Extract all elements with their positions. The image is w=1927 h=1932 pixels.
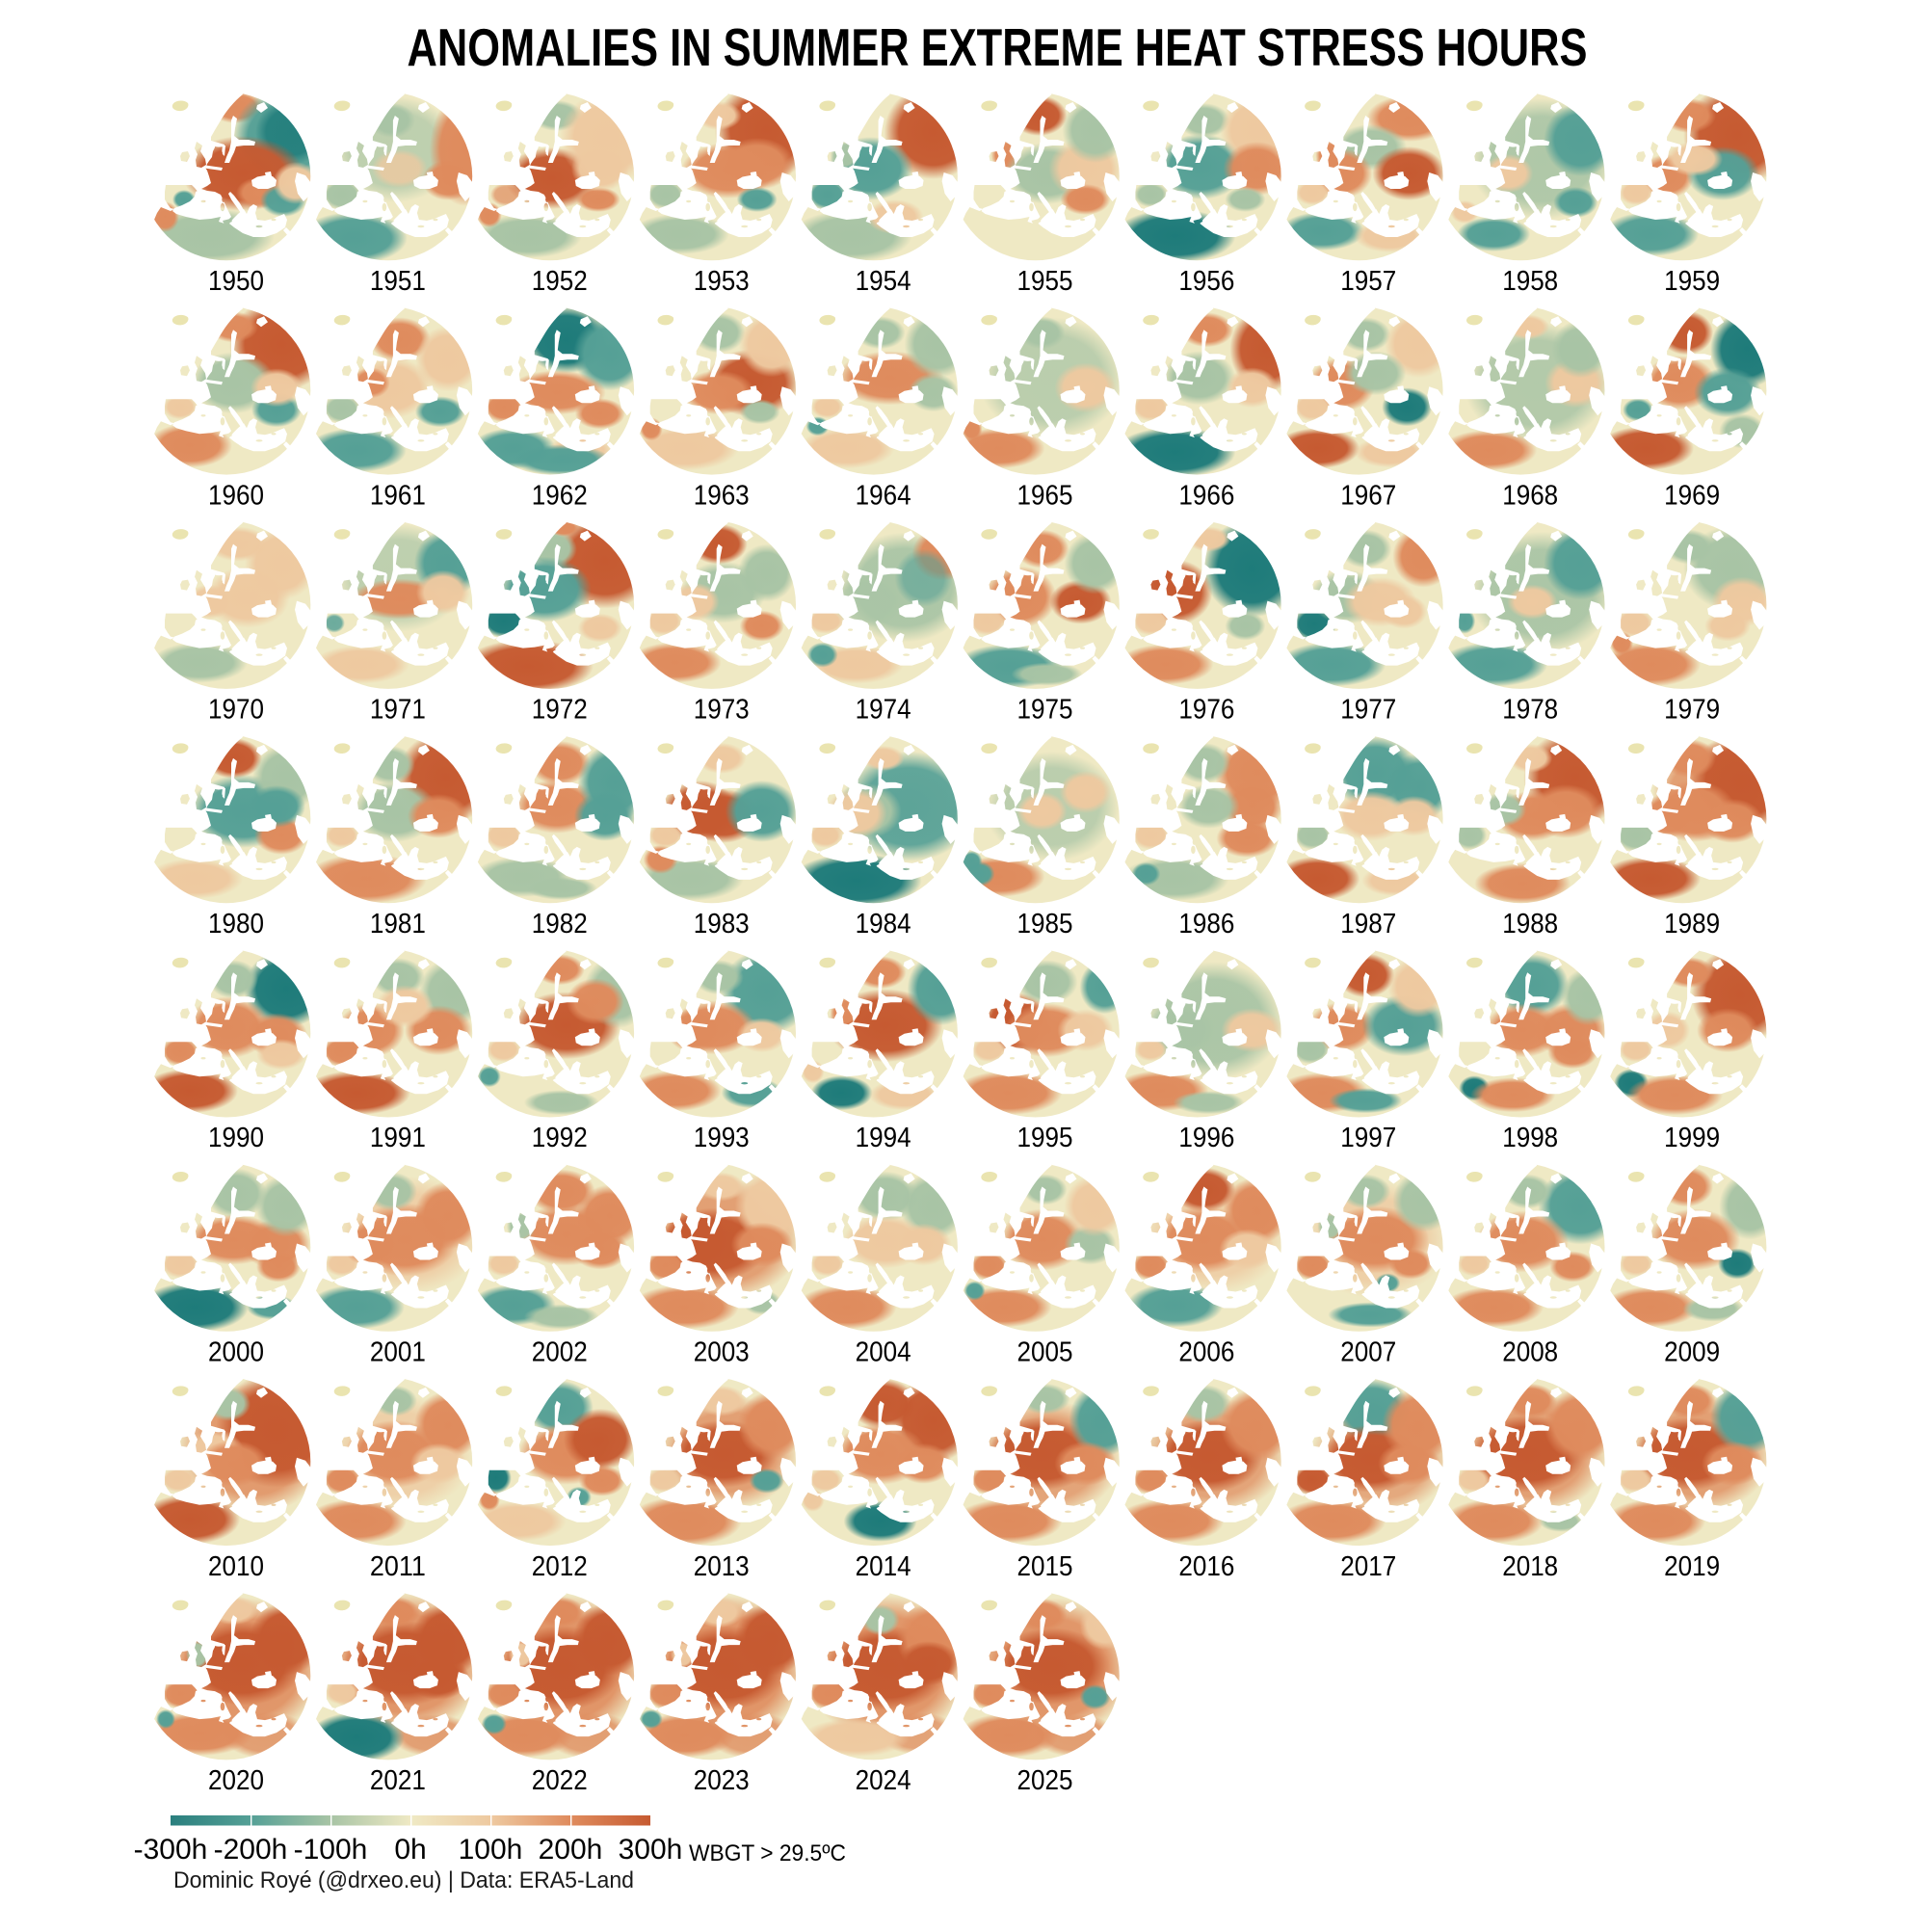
svg-text:200h: 200h <box>539 1834 603 1866</box>
svg-text:2016: 2016 <box>1178 1551 1234 1582</box>
svg-text:1960: 1960 <box>208 480 264 511</box>
svg-text:1956: 1956 <box>1178 266 1234 297</box>
svg-text:1957: 1957 <box>1340 266 1396 297</box>
svg-text:1952: 1952 <box>532 266 588 297</box>
svg-text:1965: 1965 <box>1017 480 1073 511</box>
svg-text:-100h: -100h <box>294 1834 368 1866</box>
svg-text:2025: 2025 <box>1017 1765 1073 1796</box>
svg-text:2012: 2012 <box>532 1551 588 1582</box>
svg-text:2001: 2001 <box>370 1337 426 1368</box>
svg-text:1996: 1996 <box>1178 1123 1234 1153</box>
svg-text:100h: 100h <box>459 1834 523 1866</box>
svg-text:2024: 2024 <box>856 1765 911 1796</box>
svg-text:1955: 1955 <box>1017 266 1073 297</box>
svg-text:2018: 2018 <box>1502 1551 1558 1582</box>
svg-text:1987: 1987 <box>1340 909 1396 940</box>
svg-text:1999: 1999 <box>1664 1123 1720 1153</box>
svg-text:1975: 1975 <box>1017 695 1073 726</box>
svg-text:WBGT > 29.5ºC: WBGT > 29.5ºC <box>689 1840 846 1866</box>
svg-text:1981: 1981 <box>370 909 426 940</box>
svg-text:1969: 1969 <box>1664 480 1720 511</box>
svg-text:ANOMALIES IN SUMMER EXTREME HE: ANOMALIES IN SUMMER EXTREME HEAT STRESS … <box>408 17 1588 77</box>
svg-text:300h: 300h <box>619 1834 683 1866</box>
svg-text:2005: 2005 <box>1017 1337 1073 1368</box>
svg-text:2020: 2020 <box>208 1765 264 1796</box>
svg-text:2011: 2011 <box>370 1551 426 1582</box>
svg-text:1985: 1985 <box>1017 909 1073 940</box>
svg-text:1959: 1959 <box>1664 266 1720 297</box>
svg-text:-200h: -200h <box>214 1834 288 1866</box>
svg-text:Dominic Royé (@drxeo.eu) | Dat: Dominic Royé (@drxeo.eu) | Data: ERA5-La… <box>173 1867 634 1893</box>
svg-text:-300h: -300h <box>134 1834 208 1866</box>
svg-text:1993: 1993 <box>694 1123 750 1153</box>
svg-text:1977: 1977 <box>1340 695 1396 726</box>
svg-text:2017: 2017 <box>1340 1551 1396 1582</box>
svg-text:1976: 1976 <box>1178 695 1234 726</box>
svg-text:1967: 1967 <box>1340 480 1396 511</box>
svg-text:1990: 1990 <box>208 1123 264 1153</box>
svg-text:2015: 2015 <box>1017 1551 1073 1582</box>
svg-text:2019: 2019 <box>1664 1551 1720 1582</box>
svg-text:1978: 1978 <box>1502 695 1558 726</box>
svg-text:1992: 1992 <box>532 1123 588 1153</box>
svg-text:1962: 1962 <box>532 480 588 511</box>
svg-text:2014: 2014 <box>856 1551 911 1582</box>
svg-text:1950: 1950 <box>208 266 264 297</box>
svg-text:1964: 1964 <box>856 480 911 511</box>
svg-text:1953: 1953 <box>694 266 750 297</box>
svg-text:2006: 2006 <box>1178 1337 1234 1368</box>
svg-text:1980: 1980 <box>208 909 264 940</box>
svg-text:1963: 1963 <box>694 480 750 511</box>
svg-text:2023: 2023 <box>694 1765 750 1796</box>
svg-text:2002: 2002 <box>532 1337 588 1368</box>
svg-text:2004: 2004 <box>856 1337 911 1368</box>
svg-text:2022: 2022 <box>532 1765 588 1796</box>
svg-text:2009: 2009 <box>1664 1337 1720 1368</box>
svg-text:1968: 1968 <box>1502 480 1558 511</box>
svg-text:1951: 1951 <box>370 266 426 297</box>
svg-text:1958: 1958 <box>1502 266 1558 297</box>
svg-text:1988: 1988 <box>1502 909 1558 940</box>
svg-text:1972: 1972 <box>532 695 588 726</box>
svg-text:2003: 2003 <box>694 1337 750 1368</box>
svg-text:1984: 1984 <box>856 909 911 940</box>
svg-text:2013: 2013 <box>694 1551 750 1582</box>
svg-text:2000: 2000 <box>208 1337 264 1368</box>
svg-text:1974: 1974 <box>856 695 911 726</box>
svg-text:1973: 1973 <box>694 695 750 726</box>
svg-text:2010: 2010 <box>208 1551 264 1582</box>
svg-text:1998: 1998 <box>1502 1123 1558 1153</box>
svg-text:1986: 1986 <box>1178 909 1234 940</box>
svg-text:1997: 1997 <box>1340 1123 1396 1153</box>
svg-text:1971: 1971 <box>370 695 426 726</box>
svg-text:2021: 2021 <box>370 1765 426 1796</box>
svg-text:1995: 1995 <box>1017 1123 1073 1153</box>
svg-text:1970: 1970 <box>208 695 264 726</box>
svg-text:2008: 2008 <box>1502 1337 1558 1368</box>
svg-text:1961: 1961 <box>370 480 426 511</box>
svg-text:2007: 2007 <box>1340 1337 1396 1368</box>
svg-text:1966: 1966 <box>1178 480 1234 511</box>
svg-text:1983: 1983 <box>694 909 750 940</box>
svg-text:1991: 1991 <box>370 1123 426 1153</box>
svg-text:1982: 1982 <box>532 909 588 940</box>
svg-text:1994: 1994 <box>856 1123 911 1153</box>
svg-text:1989: 1989 <box>1664 909 1720 940</box>
svg-text:1979: 1979 <box>1664 695 1720 726</box>
svg-text:1954: 1954 <box>856 266 911 297</box>
svg-text:0h: 0h <box>394 1834 426 1866</box>
